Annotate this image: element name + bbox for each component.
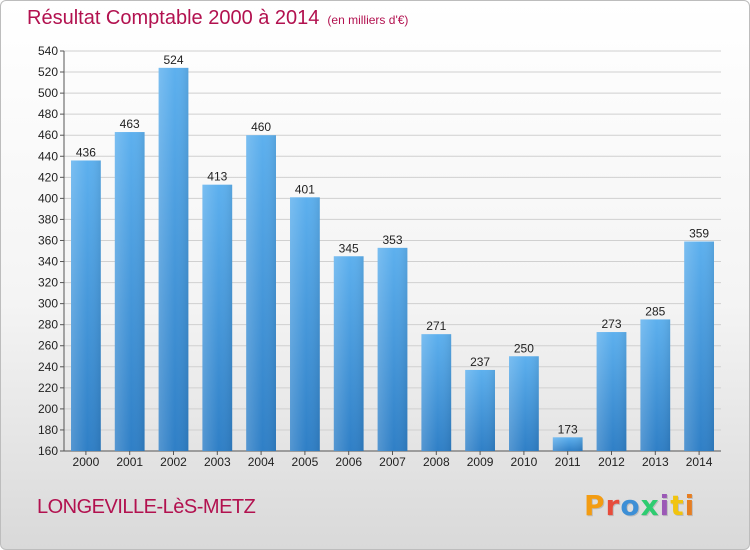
x-tick-label: 2001 <box>116 455 143 469</box>
y-tick-label: 540 <box>38 44 58 58</box>
x-tick-label: 2003 <box>204 455 231 469</box>
value-label: 401 <box>295 182 315 196</box>
value-label: 353 <box>382 233 402 247</box>
chart-subtitle: (en milliers d'€) <box>327 13 409 27</box>
value-label: 460 <box>251 120 271 134</box>
value-label: 524 <box>163 53 183 67</box>
bar-shade-2007 <box>377 247 408 451</box>
x-tick-label: 2006 <box>335 455 362 469</box>
city-name: LONGEVILLE-LèS-METZ <box>37 496 256 518</box>
bar-shade-2001 <box>114 132 145 452</box>
y-tick-label: 360 <box>38 233 58 247</box>
x-tick-label: 2008 <box>423 455 450 469</box>
x-tick-label: 2000 <box>73 455 100 469</box>
x-tick-label: 2007 <box>379 455 406 469</box>
y-tick-label: 320 <box>38 276 58 290</box>
value-label: 285 <box>645 304 665 318</box>
bar-shade-2008 <box>421 334 452 451</box>
value-label: 173 <box>558 422 578 436</box>
x-tick-label: 2004 <box>248 455 275 469</box>
y-tick-label: 460 <box>38 128 58 142</box>
logo-letter: r <box>605 489 621 522</box>
x-tick-label: 2012 <box>598 455 625 469</box>
bar-shade-2009 <box>465 369 495 451</box>
value-label: 271 <box>426 319 446 333</box>
logo-letter: t <box>670 489 685 522</box>
x-tick-label: 2010 <box>511 455 538 469</box>
bar-shade-2003 <box>202 184 233 451</box>
logo-letter: i <box>684 489 696 522</box>
x-tick-label: 2009 <box>467 455 494 469</box>
y-tick-label: 480 <box>38 107 58 121</box>
y-tick-label: 200 <box>38 402 58 416</box>
bar-shade-2011 <box>552 437 583 451</box>
value-label: 413 <box>207 170 227 184</box>
bars <box>71 67 714 452</box>
logo-letter: P <box>584 489 606 522</box>
y-tick-label: 520 <box>38 65 58 79</box>
logo-letter: o <box>620 489 641 522</box>
y-tick-label: 260 <box>38 339 58 353</box>
bar-shade-2002 <box>158 67 189 451</box>
x-tick-label: 2014 <box>686 455 713 469</box>
bar-shade-2006 <box>333 256 364 451</box>
y-tick-label: 500 <box>38 86 58 100</box>
logo-letter: x <box>640 489 660 522</box>
value-label: 250 <box>514 341 534 355</box>
y-tick-label: 380 <box>38 212 58 226</box>
bar-shade-2004 <box>246 135 276 452</box>
x-tick-label: 2005 <box>292 455 319 469</box>
y-tick-label: 240 <box>38 360 58 374</box>
proxiti-logo: Proxiti <box>584 489 695 522</box>
x-tick-label: 2002 <box>160 455 187 469</box>
x-tick-label: 2013 <box>642 455 669 469</box>
value-label: 237 <box>470 355 490 369</box>
value-label: 359 <box>689 227 709 241</box>
bar-shade-2012 <box>596 332 627 451</box>
chart-title-text: Résultat Comptable 2000 à 2014 <box>27 7 320 29</box>
y-tick-label: 280 <box>38 318 58 332</box>
value-label: 345 <box>339 241 359 255</box>
value-label: 273 <box>601 317 621 331</box>
bar-shade-2000 <box>71 160 101 451</box>
y-tick-label: 180 <box>38 423 58 437</box>
y-tick-label: 400 <box>38 191 58 205</box>
bar-shade-2010 <box>509 356 539 451</box>
bar-shade-2014 <box>684 241 714 451</box>
value-label: 463 <box>120 117 140 131</box>
x-tick-label: 2011 <box>555 455 581 469</box>
y-tick-label: 220 <box>38 381 58 395</box>
logo-letter: i <box>659 489 671 522</box>
value-label: 436 <box>76 145 96 159</box>
y-tick-label: 160 <box>38 444 58 458</box>
bar-shade-2005 <box>290 197 320 451</box>
y-tick-label: 300 <box>38 297 58 311</box>
y-tick-label: 420 <box>38 170 58 184</box>
bar-shade-2013 <box>640 319 671 451</box>
labels: 160 180 200 220 240 260 280 300 320 340 360 380 400 4… <box>38 44 713 469</box>
y-tick-label: 440 <box>38 149 58 163</box>
y-tick-label: 340 <box>38 255 58 269</box>
chart-title: Résultat Comptable 2000 à 2014 (en millie… <box>27 7 408 30</box>
